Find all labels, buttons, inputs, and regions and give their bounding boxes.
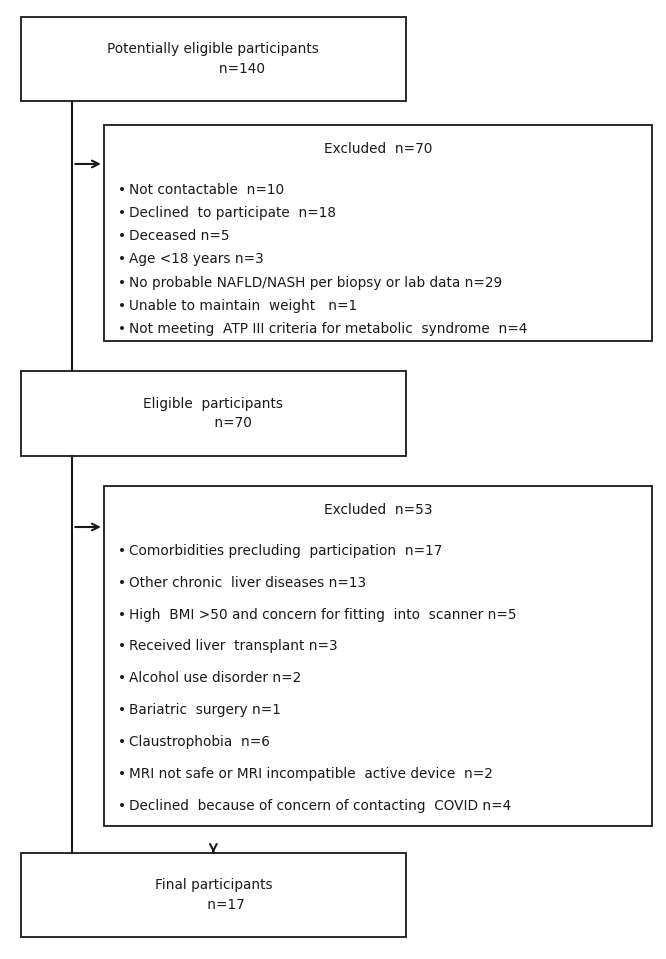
Text: •: •: [119, 206, 127, 220]
Text: Declined  to participate  n=18: Declined to participate n=18: [129, 206, 336, 220]
Text: •: •: [119, 229, 127, 244]
Text: •: •: [119, 252, 127, 267]
Text: MRI not safe or MRI incompatible  active device  n=2: MRI not safe or MRI incompatible active …: [129, 767, 493, 781]
Text: No probable NAFLD/NASH per biopsy or lab data n=29: No probable NAFLD/NASH per biopsy or lab…: [129, 275, 502, 290]
Text: Excluded  n=53: Excluded n=53: [324, 503, 432, 518]
Text: Age <18 years n=3: Age <18 years n=3: [129, 252, 264, 267]
Text: •: •: [119, 182, 127, 197]
Text: Deceased n=5: Deceased n=5: [129, 229, 230, 244]
Text: •: •: [119, 322, 127, 337]
Text: •: •: [119, 640, 127, 653]
Text: •: •: [119, 671, 127, 686]
Text: Eligible  participants
         n=70: Eligible participants n=70: [143, 397, 283, 431]
Text: •: •: [119, 544, 127, 558]
Text: •: •: [119, 703, 127, 717]
FancyBboxPatch shape: [21, 17, 406, 102]
Text: •: •: [119, 767, 127, 781]
Text: •: •: [119, 607, 127, 621]
Text: Other chronic  liver diseases n=13: Other chronic liver diseases n=13: [129, 575, 366, 590]
Text: •: •: [119, 275, 127, 290]
Text: •: •: [119, 736, 127, 749]
Text: Received liver  transplant n=3: Received liver transplant n=3: [129, 640, 338, 653]
FancyBboxPatch shape: [104, 486, 652, 826]
Text: •: •: [119, 299, 127, 313]
Text: Declined  because of concern of contacting  COVID n=4: Declined because of concern of contactin…: [129, 799, 511, 813]
Text: Alcohol use disorder n=2: Alcohol use disorder n=2: [129, 671, 301, 686]
Text: Comorbidities precluding  participation  n=17: Comorbidities precluding participation n…: [129, 544, 442, 558]
Text: Final participants
      n=17: Final participants n=17: [155, 878, 272, 912]
FancyBboxPatch shape: [21, 853, 406, 937]
Text: •: •: [119, 575, 127, 590]
Text: Excluded  n=70: Excluded n=70: [324, 143, 432, 156]
FancyBboxPatch shape: [21, 371, 406, 456]
Text: Unable to maintain  weight   n=1: Unable to maintain weight n=1: [129, 299, 357, 313]
Text: High  BMI >50 and concern for fitting  into  scanner n=5: High BMI >50 and concern for fitting int…: [129, 607, 517, 621]
Text: Bariatric  surgery n=1: Bariatric surgery n=1: [129, 703, 281, 717]
Text: Not contactable  n=10: Not contactable n=10: [129, 182, 284, 197]
Text: Potentially eligible participants
             n=140: Potentially eligible participants n=140: [107, 42, 319, 76]
Text: Claustrophobia  n=6: Claustrophobia n=6: [129, 736, 270, 749]
FancyBboxPatch shape: [104, 126, 652, 340]
Text: Not meeting  ATP III criteria for metabolic  syndrome  n=4: Not meeting ATP III criteria for metabol…: [129, 322, 527, 337]
Text: •: •: [119, 799, 127, 813]
